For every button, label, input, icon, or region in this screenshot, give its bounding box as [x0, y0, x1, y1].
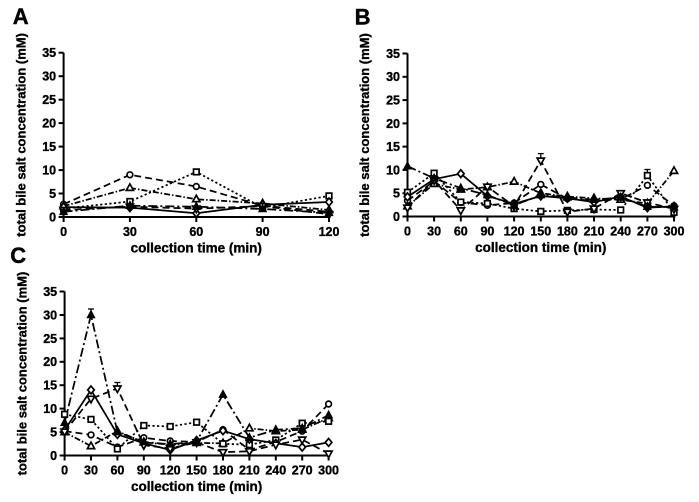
svg-text:total bile salt concentration: total bile salt concentration (mM): [357, 33, 372, 237]
svg-text:0: 0: [49, 210, 56, 224]
svg-text:A: A: [13, 4, 29, 29]
svg-text:35: 35: [43, 285, 57, 299]
svg-text:0: 0: [60, 225, 67, 239]
svg-text:20: 20: [42, 117, 56, 131]
svg-text:210: 210: [239, 464, 260, 478]
svg-text:60: 60: [454, 225, 468, 239]
svg-text:20: 20: [386, 117, 400, 131]
svg-text:120: 120: [160, 464, 181, 478]
svg-text:90: 90: [480, 225, 494, 239]
svg-text:5: 5: [49, 187, 56, 201]
svg-text:150: 150: [186, 464, 207, 478]
svg-text:0: 0: [404, 225, 411, 239]
svg-text:25: 25: [43, 332, 57, 346]
svg-text:collection time (min): collection time (min): [475, 240, 606, 255]
svg-text:10: 10: [43, 402, 57, 416]
svg-text:35: 35: [42, 46, 56, 60]
svg-text:30: 30: [42, 70, 56, 84]
svg-text:B: B: [355, 5, 371, 30]
svg-text:30: 30: [123, 225, 137, 239]
svg-text:5: 5: [50, 426, 57, 440]
svg-text:0: 0: [393, 210, 400, 224]
svg-text:180: 180: [557, 225, 578, 239]
svg-text:15: 15: [42, 140, 56, 154]
svg-text:300: 300: [318, 464, 339, 478]
svg-text:total bile salt concentration: total bile salt concentration (mM): [14, 33, 29, 237]
svg-text:10: 10: [42, 164, 56, 178]
svg-text:0: 0: [50, 449, 57, 463]
svg-text:total bile salt concentration: total bile salt concentration (mM): [15, 272, 30, 476]
svg-text:30: 30: [386, 70, 400, 84]
svg-text:240: 240: [265, 464, 286, 478]
svg-text:0: 0: [61, 464, 68, 478]
svg-text:30: 30: [43, 308, 57, 322]
svg-text:10: 10: [386, 163, 400, 177]
svg-text:collection time (min): collection time (min): [131, 479, 262, 494]
svg-text:300: 300: [664, 225, 685, 239]
svg-text:60: 60: [189, 225, 203, 239]
svg-text:210: 210: [584, 225, 605, 239]
svg-text:C: C: [10, 243, 26, 268]
svg-text:15: 15: [386, 140, 400, 154]
svg-text:120: 120: [504, 225, 525, 239]
svg-text:25: 25: [386, 94, 400, 108]
svg-text:60: 60: [110, 464, 124, 478]
svg-text:20: 20: [43, 355, 57, 369]
svg-text:150: 150: [530, 225, 551, 239]
svg-text:35: 35: [386, 47, 400, 61]
svg-text:270: 270: [637, 225, 658, 239]
svg-text:90: 90: [137, 464, 151, 478]
svg-text:25: 25: [42, 93, 56, 107]
svg-text:120: 120: [319, 225, 340, 239]
svg-text:5: 5: [393, 187, 400, 201]
svg-text:30: 30: [427, 225, 441, 239]
svg-text:15: 15: [43, 379, 57, 393]
svg-text:240: 240: [610, 225, 631, 239]
svg-text:270: 270: [292, 464, 313, 478]
svg-text:collection time (min): collection time (min): [131, 241, 262, 256]
svg-text:30: 30: [84, 464, 98, 478]
svg-text:90: 90: [256, 225, 270, 239]
svg-text:180: 180: [213, 464, 234, 478]
